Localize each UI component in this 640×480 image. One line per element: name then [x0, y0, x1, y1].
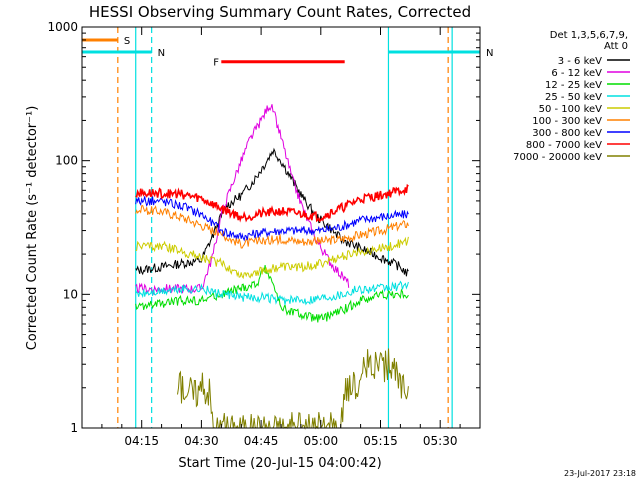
- series-line-6: [135, 196, 409, 242]
- annotation-label-0: S: [124, 36, 130, 47]
- x-tick-label-2: 04:45: [244, 434, 279, 448]
- x-tick-label-4: 05:15: [363, 434, 398, 448]
- y-tick-label-3: 1000: [47, 20, 78, 34]
- y-tick-label-0: 1: [70, 421, 78, 435]
- x-tick-label-0: 04:15: [124, 434, 159, 448]
- legend-label-1: 6 - 12 keV: [551, 68, 602, 79]
- legend-label-2: 12 - 25 keV: [545, 80, 602, 91]
- plot-area: S N N F: [82, 27, 493, 430]
- legend-label-0: 3 - 6 keV: [558, 56, 602, 67]
- legend-label-7: 800 - 7000 keV: [526, 140, 602, 151]
- y-axis-label: Corrected Count Rate (s⁻¹ detector⁻¹): [25, 106, 40, 351]
- annotation-label-1: N: [158, 48, 165, 59]
- series-line-5: [135, 205, 409, 249]
- annotation-label-2: N: [486, 48, 493, 59]
- series-line-7: [135, 183, 409, 223]
- series-line-4: [135, 236, 409, 280]
- series-line-2: [135, 265, 409, 323]
- x-axis: 04:15 04:30 04:45 05:00 05:15 05:30: [101, 27, 461, 448]
- legend-label-5: 100 - 300 keV: [532, 116, 602, 127]
- legend-label-6: 300 - 800 keV: [532, 128, 602, 139]
- series-line-3: [135, 280, 409, 306]
- legend-header-1: Att 0: [604, 41, 628, 52]
- legend-label-8: 7000 - 20000 keV: [513, 152, 602, 163]
- legend-label-3: 25 - 50 keV: [545, 92, 602, 103]
- x-tick-label-3: 05:00: [304, 434, 339, 448]
- y-axis: 1 10 100 1000: [47, 20, 480, 435]
- x-axis-label: Start Time (20-Jul-15 04:00:42): [178, 456, 381, 471]
- x-tick-label-5: 05:30: [423, 434, 458, 448]
- timestamp-label: 23-Jul-2017 23:18: [564, 469, 636, 478]
- y-tick-label-2: 100: [55, 154, 78, 168]
- legend-header-0: Det 1,3,5,6,7,9,: [550, 30, 628, 41]
- chart-title: HESSI Observing Summary Count Rates, Cor…: [89, 3, 471, 21]
- series-line-0: [135, 147, 409, 277]
- annotation-label-3: F: [213, 58, 219, 69]
- legend-label-4: 50 - 100 keV: [539, 104, 603, 115]
- x-tick-label-1: 04:30: [184, 434, 219, 448]
- y-tick-label-1: 10: [63, 287, 78, 301]
